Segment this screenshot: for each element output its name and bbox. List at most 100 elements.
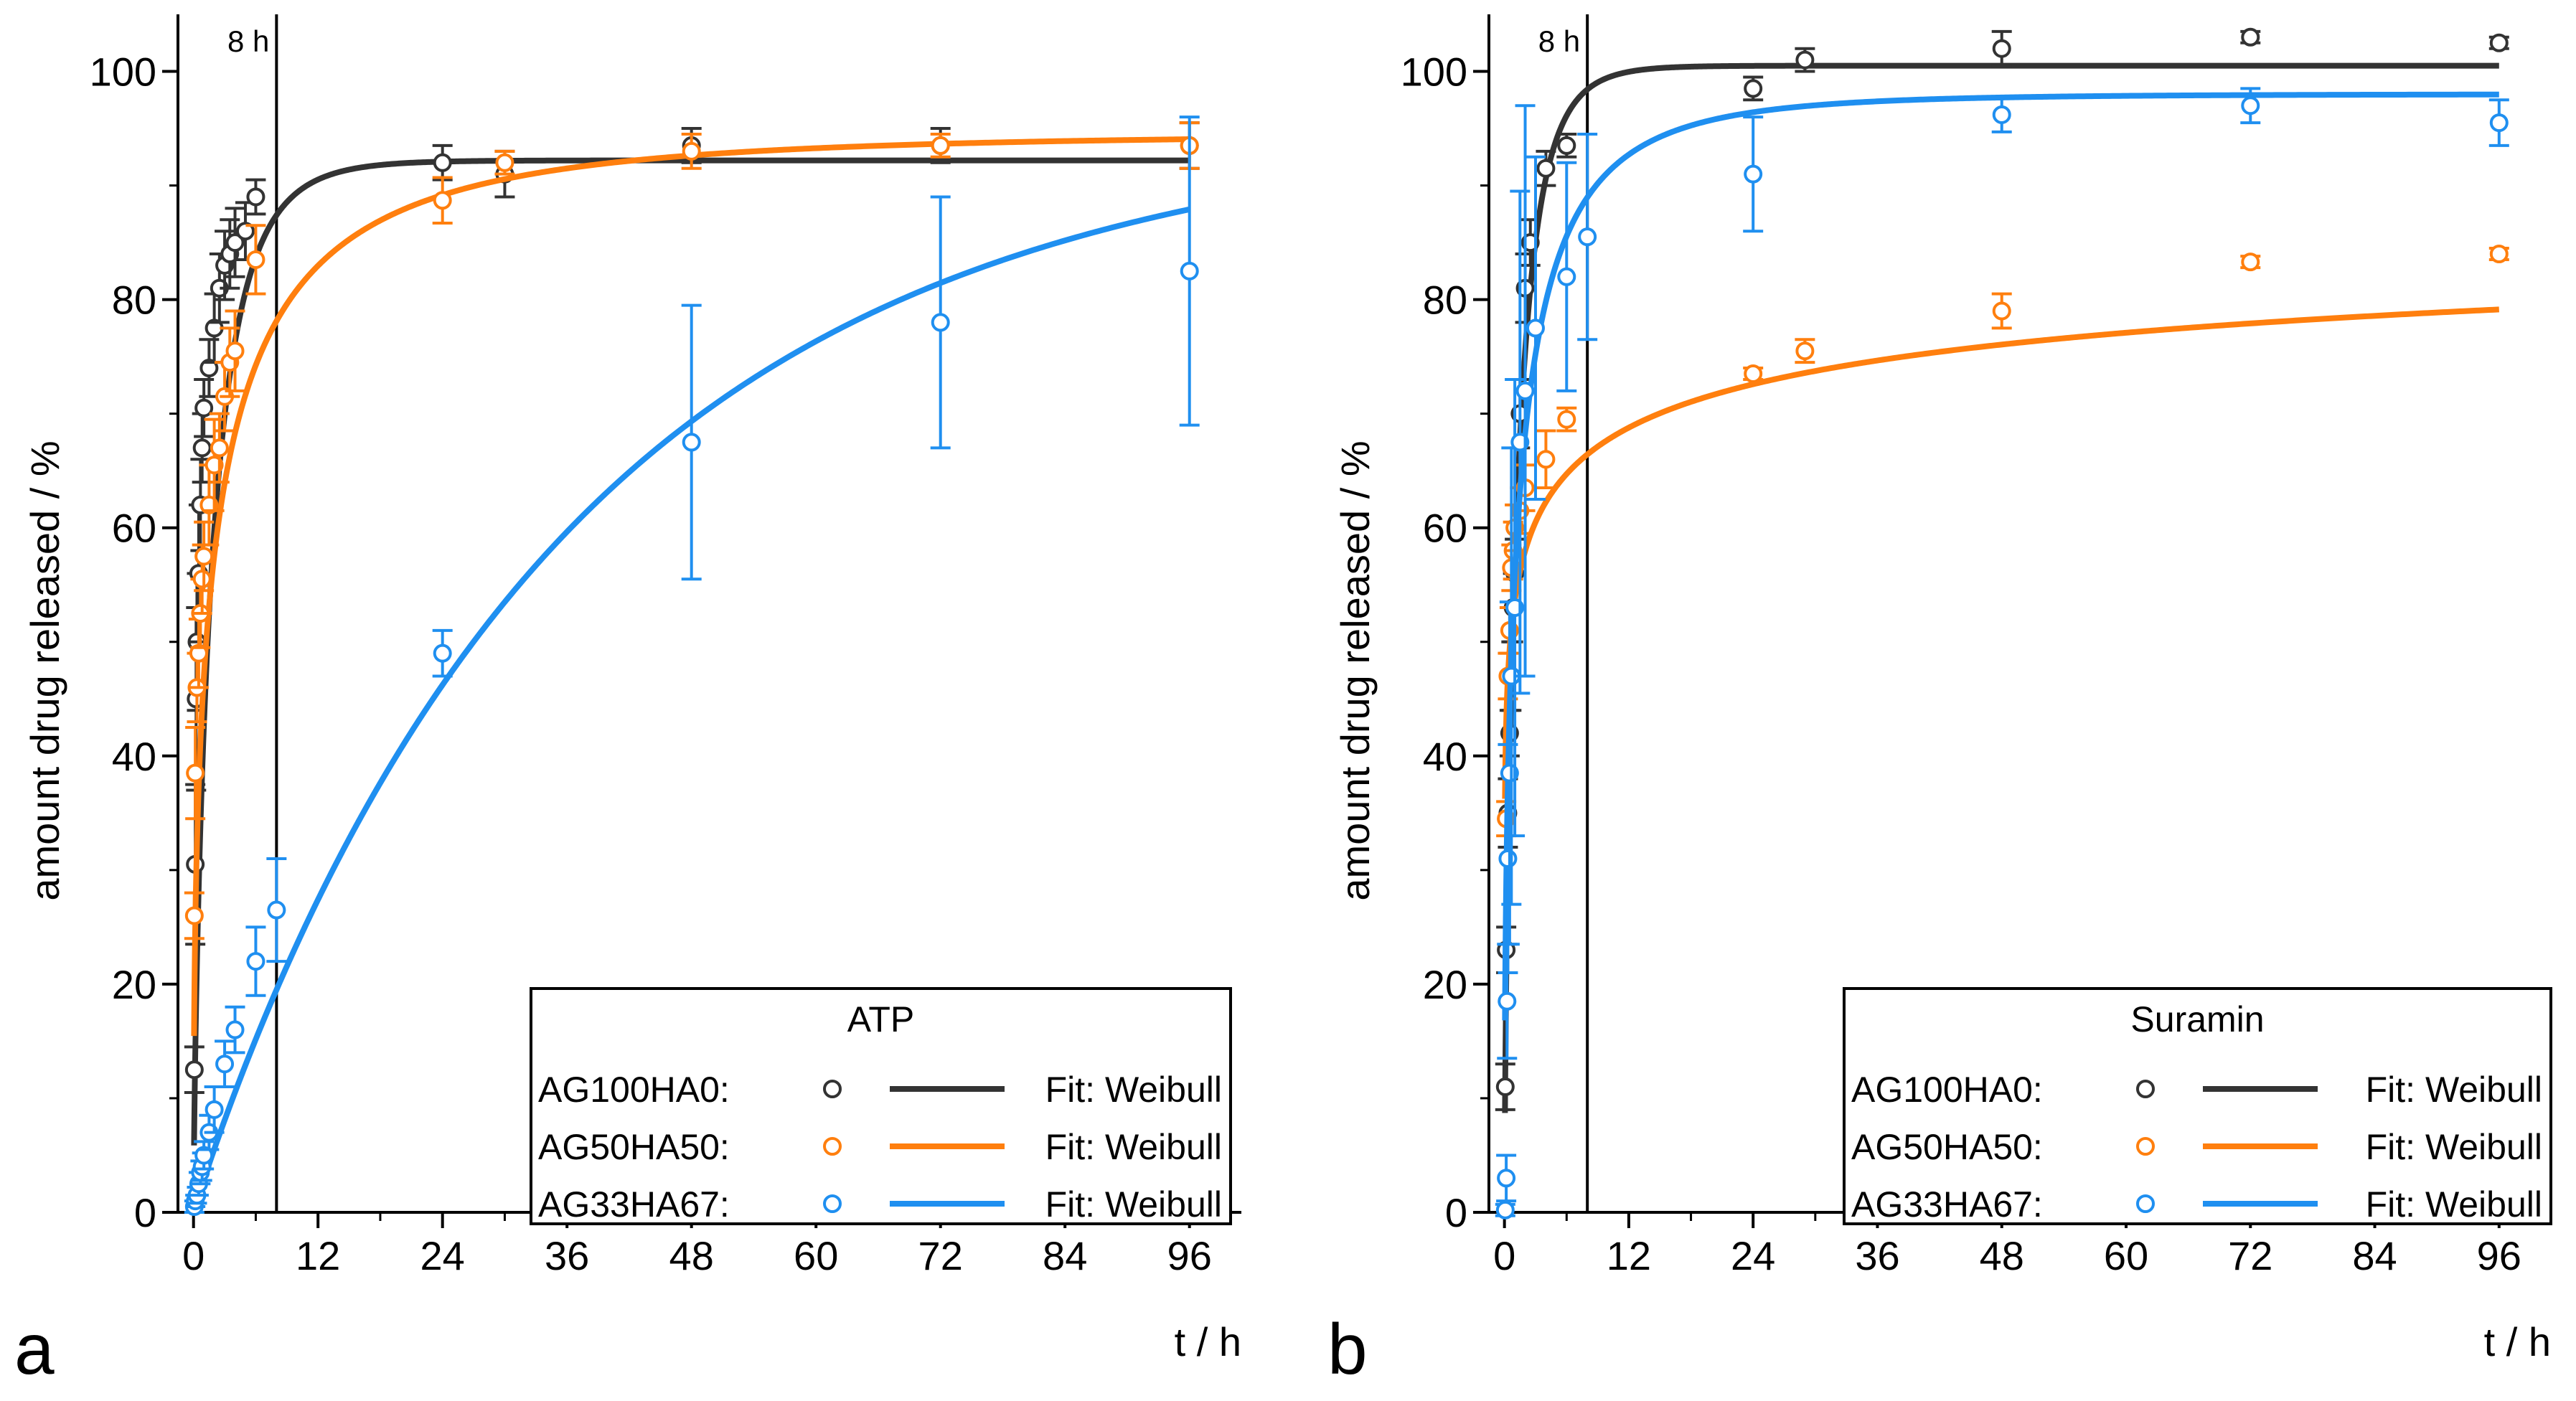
- x-tick-label: 48: [669, 1233, 714, 1278]
- x-tick-label: 84: [1043, 1233, 1087, 1278]
- x-tick-label: 72: [2228, 1233, 2272, 1278]
- data-point: [246, 952, 265, 971]
- legend-marker: [823, 1080, 842, 1098]
- data-point: [192, 570, 212, 589]
- data-point: [194, 547, 214, 566]
- data-point: [2489, 113, 2509, 133]
- data-point: [186, 763, 205, 783]
- data-point: [2241, 27, 2260, 47]
- legend-marker: [823, 1137, 842, 1156]
- legend-marker: [823, 1194, 842, 1213]
- x-tick-label: 84: [2352, 1233, 2397, 1278]
- x-axis-label: t / h: [1175, 1319, 1241, 1364]
- data-point: [2489, 33, 2509, 52]
- data-point: [184, 1060, 204, 1080]
- y-tick-label: 0: [134, 1190, 156, 1235]
- data-point: [1536, 159, 1556, 178]
- data-point: [199, 359, 219, 378]
- x-tick-label: 36: [545, 1233, 589, 1278]
- legend-title: Suramin: [2130, 999, 2264, 1039]
- y-tick-label: 60: [112, 506, 156, 551]
- data-point: [225, 341, 245, 361]
- legend-title: ATP: [847, 999, 915, 1039]
- x-axis-label: t / h: [2484, 1319, 2551, 1364]
- data-point: [1578, 227, 1597, 247]
- legend-entry-fit: Fit: Weibull: [1045, 1127, 1222, 1167]
- data-point: [1744, 364, 1763, 383]
- data-point: [189, 643, 208, 663]
- data-point: [1557, 410, 1576, 429]
- legend-entry-name: AG33HA67:: [1851, 1184, 2043, 1225]
- x-tick-label: 36: [1855, 1233, 1899, 1278]
- fit-curve-AG33HA67: [1502, 91, 2499, 1021]
- legend-entry-fit: Fit: Weibull: [1045, 1070, 1222, 1110]
- series-AG33HA67: [184, 115, 1200, 1217]
- x-tick-label: 96: [1167, 1233, 1212, 1278]
- y-tick-label: 100: [1401, 49, 1467, 95]
- legend-box: [530, 987, 1232, 1225]
- x-tick-label: 72: [918, 1233, 963, 1278]
- legend-marker: [2136, 1080, 2155, 1098]
- data-point: [1498, 991, 1517, 1011]
- data-point: [1180, 261, 1199, 280]
- chart-panel-b: 0 20 40 60 80 100 0 12 24 36 48 60 72 84 96 t / h amount…: [1327, 14, 2552, 1390]
- x-tick-label: 24: [1731, 1233, 1775, 1278]
- data-point: [2489, 245, 2509, 263]
- data-point: [1536, 450, 1556, 469]
- series-AG100HA0: [1495, 27, 2509, 1113]
- legend-marker: [2136, 1194, 2155, 1213]
- series-AG50HA50: [184, 121, 1200, 1037]
- legend-entry-fit: Fit: Weibull: [1045, 1184, 1222, 1225]
- data-point: [184, 906, 204, 925]
- data-point: [1497, 1169, 1516, 1188]
- data-point: [267, 900, 286, 920]
- vline-label: 8 h: [1538, 24, 1580, 58]
- data-point: [931, 136, 950, 155]
- data-point: [205, 1100, 224, 1119]
- x-tick-label: 96: [2477, 1233, 2521, 1278]
- data-point: [225, 233, 245, 253]
- fit-curve-AG50HA50: [1502, 306, 2499, 799]
- y-tick-label: 40: [112, 734, 156, 779]
- y-axis-label: amount drug released / %: [1332, 440, 1378, 900]
- y-tick-label: 20: [1423, 962, 1467, 1007]
- panel-label: b: [1327, 1309, 1368, 1390]
- data-point: [225, 1020, 245, 1039]
- x-tick-label: 12: [1607, 1233, 1651, 1278]
- data-point: [931, 313, 950, 332]
- vline-label: 8 h: [227, 24, 269, 58]
- legend-marker: [2136, 1137, 2155, 1156]
- data-point: [1495, 1200, 1515, 1220]
- data-point: [1557, 136, 1576, 155]
- legend-entry-name: AG33HA67:: [538, 1184, 730, 1225]
- data-point: [495, 153, 514, 172]
- data-point: [246, 250, 265, 269]
- y-tick-label: 80: [112, 278, 156, 323]
- data-point: [2241, 96, 2260, 115]
- legend-entry-fit: Fit: Weibull: [2366, 1070, 2542, 1110]
- data-point: [210, 438, 229, 458]
- data-point: [1557, 267, 1576, 286]
- data-point: [433, 643, 452, 663]
- legend-entry-fit: Fit: Weibull: [2366, 1184, 2542, 1225]
- data-point: [433, 153, 452, 172]
- series-AG33HA67: [1495, 87, 2509, 1220]
- x-tick-label: 24: [420, 1233, 465, 1278]
- data-point: [682, 433, 701, 452]
- data-point: [1992, 39, 2011, 58]
- x-tick-label: 60: [794, 1233, 838, 1278]
- data-point: [194, 398, 214, 418]
- data-point: [192, 438, 212, 458]
- legend-entry-name: AG100HA0:: [538, 1070, 730, 1110]
- data-point: [235, 222, 255, 241]
- data-point: [246, 187, 265, 207]
- series-AG50HA50: [1496, 245, 2509, 838]
- x-tick-label: 12: [296, 1233, 340, 1278]
- x-tick-label: 60: [2104, 1233, 2148, 1278]
- panel-label: a: [14, 1309, 55, 1390]
- y-tick-label: 0: [1445, 1190, 1467, 1235]
- fit-curve-AG100HA0: [1502, 62, 2499, 1113]
- y-tick-label: 60: [1423, 506, 1467, 551]
- data-point: [1498, 849, 1518, 868]
